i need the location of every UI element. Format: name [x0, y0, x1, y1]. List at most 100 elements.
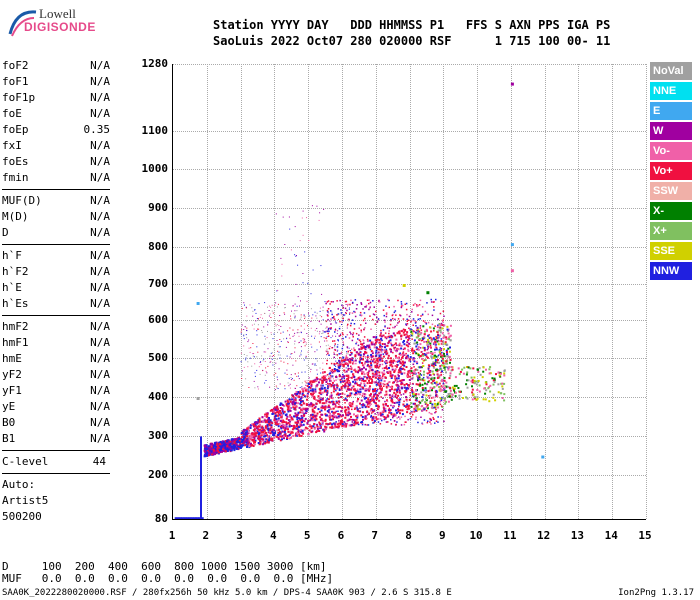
echo-point: [406, 408, 409, 411]
echo-point: [399, 314, 401, 316]
echo-point: [328, 415, 330, 417]
echo-point: [462, 372, 465, 375]
echo-point: [372, 418, 375, 420]
echo-point: [323, 406, 326, 409]
echo-point: [294, 317, 296, 319]
echo-point: [327, 352, 329, 355]
echo-point: [395, 423, 397, 426]
echo-point: [293, 397, 296, 400]
echo-point: [345, 370, 348, 373]
echo-point: [174, 517, 177, 519]
echo-point: [501, 385, 504, 388]
echo-point: [426, 302, 428, 304]
echo-point: [411, 319, 413, 322]
echo-point: [340, 421, 343, 424]
echo-point: [211, 443, 214, 446]
echo-point: [436, 326, 439, 329]
echo-point: [300, 396, 303, 399]
echo-point: [411, 376, 414, 379]
echo-point: [205, 449, 208, 452]
echo-point: [478, 367, 481, 370]
echo-point: [341, 406, 343, 408]
echo-point: [248, 439, 251, 442]
echo-point: [405, 355, 408, 358]
echo-point: [337, 406, 340, 409]
echo-point: [264, 442, 266, 445]
echo-point: [424, 391, 427, 394]
echo-point: [255, 421, 257, 424]
echo-point: [353, 378, 356, 381]
echo-point: [416, 305, 418, 308]
echo-point: [421, 396, 424, 398]
echo-point: [325, 414, 327, 417]
echo-point: [321, 420, 324, 423]
echo-point: [289, 228, 291, 230]
echo-point: [326, 326, 328, 328]
echo-point: [380, 337, 383, 340]
echo-point: [453, 389, 455, 392]
echo-point: [493, 381, 496, 383]
echo-point: [301, 400, 304, 403]
grid-line-horizontal: [173, 131, 646, 132]
echo-point: [301, 411, 304, 414]
echo-point: [308, 386, 310, 388]
param-value: N/A: [90, 281, 110, 294]
echo-point: [423, 379, 426, 382]
echo-point: [367, 371, 370, 374]
echo-point: [348, 419, 350, 421]
echo-point: [356, 378, 359, 381]
echo-point: [439, 312, 442, 315]
echo-point: [343, 421, 346, 423]
echo-point: [330, 301, 333, 303]
echo-point: [370, 362, 372, 365]
echo-point: [437, 354, 440, 356]
echo-point: [225, 441, 228, 444]
echo-point: [470, 376, 473, 379]
echo-point: [310, 425, 313, 428]
echo-point: [266, 337, 268, 339]
echo-point: [345, 362, 348, 364]
echo-point: [425, 389, 427, 391]
echo-point: [322, 406, 325, 409]
echo-point: [393, 402, 396, 404]
echo-point: [292, 400, 295, 403]
echo-point: [269, 438, 272, 441]
echo-point: [322, 319, 324, 321]
echo-point: [262, 317, 263, 319]
echo-point: [385, 313, 388, 315]
echo-point: [345, 336, 347, 338]
echo-point: [384, 383, 386, 386]
echo-point: [254, 375, 256, 377]
echo-point: [342, 356, 345, 359]
echo-point: [382, 404, 385, 406]
echo-point: [423, 346, 426, 349]
echo-point: [267, 365, 269, 367]
echo-point: [247, 429, 250, 432]
echo-point: [484, 398, 487, 401]
echo-point: [409, 418, 412, 420]
echo-point: [268, 305, 270, 307]
echo-point: [248, 387, 250, 388]
param-name: h`F: [2, 249, 22, 262]
echo-point: [219, 446, 222, 449]
echo-point: [427, 313, 429, 316]
echo-point: [327, 328, 330, 331]
echo-point: [287, 428, 289, 431]
echo-point: [200, 458, 202, 461]
echo-point: [330, 371, 332, 373]
echo-point: [377, 377, 380, 379]
echo-point: [240, 361, 242, 363]
echo-point: [473, 379, 476, 382]
echo-point: [200, 513, 202, 516]
echo-point: [264, 426, 267, 429]
y-tick-label: 1100: [141, 124, 169, 137]
echo-point: [350, 333, 352, 335]
echo-point: [421, 314, 424, 316]
echo-point: [338, 360, 341, 363]
echo-point: [315, 385, 317, 387]
echo-point: [210, 448, 213, 451]
echo-point: [333, 351, 335, 353]
echo-point: [350, 377, 352, 379]
echo-point: [350, 367, 353, 370]
echo-point: [294, 310, 296, 312]
